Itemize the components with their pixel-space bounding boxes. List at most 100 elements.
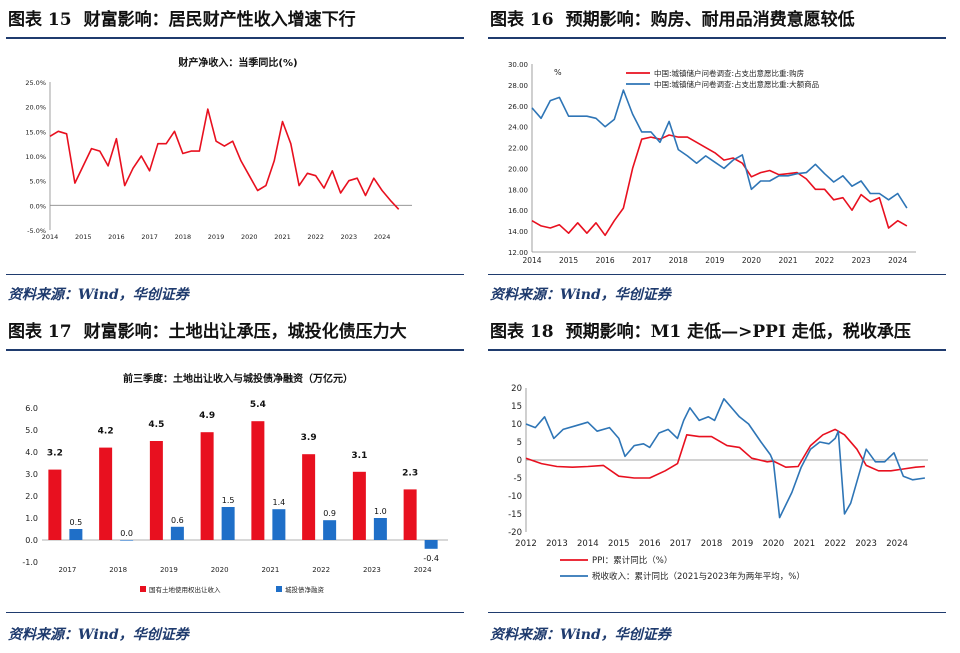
x-tick-label: 2015	[75, 233, 92, 241]
x-tick-label: 2020	[763, 539, 785, 549]
y-tick-label: 20.0%	[25, 104, 46, 112]
x-tick-label: 2023	[363, 566, 381, 574]
x-tick-label: 2022	[312, 566, 330, 574]
y-tick-label: -1.0	[22, 558, 38, 567]
panel-fig15: 图表 15 财富影响：居民财产性收入增速下行 -5.0% 0.0% 5.0% 10.0%…	[6, 6, 466, 308]
y-tick-label: 5.0	[25, 426, 38, 435]
x-tick-label: 2020	[241, 233, 258, 241]
bar-land-sales	[302, 454, 316, 540]
legend-label-0: PPI：累计同比（%）	[592, 555, 672, 566]
data-label: 3.1	[351, 451, 367, 461]
panel-fig18: 图表 18 预期影响：M1 走低—>PPI 走低，税收承压 -20 -15 -10 -5…	[488, 318, 948, 650]
source-rule	[6, 612, 464, 613]
y-tick-label: 14.00	[508, 228, 528, 236]
data-label: 0.5	[70, 518, 83, 527]
series-line-0	[525, 428, 925, 479]
x-tick-label: 2019	[705, 256, 724, 265]
data-label: -0.4	[423, 554, 439, 563]
y-tick-label: 30.00	[508, 61, 528, 69]
y-axis-unit: %	[554, 68, 562, 77]
x-tick-label: 2018	[109, 566, 127, 574]
source-rule	[488, 612, 946, 613]
source-note: 资料来源：Wind，华创证券	[490, 287, 671, 303]
bar-lgfv-financing	[373, 518, 387, 540]
x-tick-label: 2012	[515, 539, 537, 549]
panel-fig16: 图表 16 预期影响：购房、耐用品消费意愿较低 12.00 14.00 16.00 18…	[488, 6, 948, 308]
bar-lgfv-financing	[221, 507, 235, 540]
chart-fig18: -20 -15 -10 -5 0 5 10 15 20 2012 2013 2014 2015 2016 2…	[508, 384, 928, 582]
y-tick-label: 22.00	[508, 145, 528, 153]
chart-fig16: 12.00 14.00 16.00 18.00 20.00 22.00 24.00 26.00…	[508, 61, 916, 265]
data-label: 3.2	[47, 449, 63, 459]
x-tick-label: 2021	[261, 566, 279, 574]
data-label: 4.2	[98, 427, 114, 437]
y-tick-label: 25.0%	[25, 79, 46, 87]
panel-title: 图表 18 预期影响：M1 走低—>PPI 走低，税收承压	[490, 318, 911, 346]
data-label: 3.9	[301, 433, 317, 443]
series-line-1	[531, 89, 908, 209]
source-note: 资料来源：Wind，华创证券	[8, 287, 189, 303]
bar-land-sales	[48, 469, 62, 540]
source-rule	[6, 274, 464, 275]
x-tick-label: 2017	[670, 539, 692, 549]
x-tick-label: 2022	[815, 256, 834, 265]
figure-number: 图表 17	[8, 322, 72, 342]
legend-swatch-0	[140, 586, 146, 592]
y-tick-label: 4.0	[25, 448, 38, 457]
x-tick-label: 2015	[559, 256, 578, 265]
y-tick-label: 15.0%	[25, 128, 46, 136]
x-tick-label: 2017	[141, 233, 158, 241]
y-tick-label: 15	[511, 402, 522, 412]
figure-number: 图表 15	[8, 10, 72, 30]
x-tick-label: 2024	[374, 233, 391, 241]
x-tick-label: 2023	[341, 233, 358, 241]
x-tick-label: 2023	[855, 539, 877, 549]
x-tick-label: 2019	[160, 566, 178, 574]
x-tick-label: 2024	[886, 539, 908, 549]
chart-fig17: 前三季度：土地出让收入与城投债净融资（万亿元） -1.0 0.0 1.0 2.0 3.0 4…	[22, 372, 448, 594]
bar-lgfv-financing	[170, 526, 184, 540]
data-label: 2.3	[402, 468, 418, 478]
y-tick-label: 0.0%	[29, 202, 46, 210]
x-tick-label: 2021	[778, 256, 797, 265]
bar-land-sales	[200, 432, 214, 540]
title-rule	[488, 37, 946, 39]
figure-title: 预期影响：购房、耐用品消费意愿较低	[565, 10, 855, 30]
y-tick-label: 20	[511, 384, 522, 394]
x-tick-label: 2024	[888, 256, 907, 265]
title-rule	[6, 349, 464, 351]
x-tick-label: 2018	[669, 256, 688, 265]
bar-land-sales	[149, 441, 163, 540]
legend-swatch-1	[276, 586, 282, 592]
data-label: 5.4	[250, 400, 266, 410]
y-tick-label: 2.0	[25, 492, 38, 501]
source-note: 资料来源：Wind，华创证券	[490, 627, 671, 643]
series-line-0	[531, 134, 908, 237]
data-label: 0.0	[120, 529, 133, 538]
y-tick-label: 10	[511, 420, 522, 430]
x-tick-label: 2018	[701, 539, 723, 549]
x-tick-label: 2018	[175, 233, 192, 241]
y-tick-label: -5.0%	[27, 227, 46, 235]
chart-title: 前三季度：土地出让收入与城投债净融资（万亿元）	[123, 372, 353, 385]
y-tick-label: -15	[508, 510, 522, 520]
x-tick-label: 2024	[414, 566, 432, 574]
y-tick-label: 0	[517, 456, 522, 466]
x-tick-label: 2016	[596, 256, 615, 265]
x-tick-label: 2021	[793, 539, 815, 549]
x-tick-label: 2014	[42, 233, 59, 241]
y-tick-label: 6.0	[25, 404, 38, 413]
series-line-1	[525, 398, 926, 519]
x-tick-label: 2016	[108, 233, 125, 241]
y-tick-label: -20	[508, 528, 522, 538]
legend-label-1: 城投债净融资	[285, 585, 325, 594]
panel-title: 图表 17 财富影响：土地出让承压，城投化债压力大	[8, 318, 407, 346]
x-tick-label: 2013	[546, 539, 568, 549]
chart-fig15: -5.0% 0.0% 5.0% 10.0% 15.0% 20.0% 25.0% 2014 201…	[25, 56, 412, 241]
bar-lgfv-financing	[69, 529, 83, 540]
data-label: 4.5	[148, 420, 164, 430]
bar-land-sales	[99, 447, 113, 540]
panel-fig17: 图表 17 财富影响：土地出让承压，城投化债压力大 前三季度：土地出让收入与城投债…	[6, 318, 466, 650]
legend-label-1: 税收收入：累计同比（2021与2023年为两年平均，%）	[592, 571, 805, 582]
title-rule	[6, 37, 464, 39]
